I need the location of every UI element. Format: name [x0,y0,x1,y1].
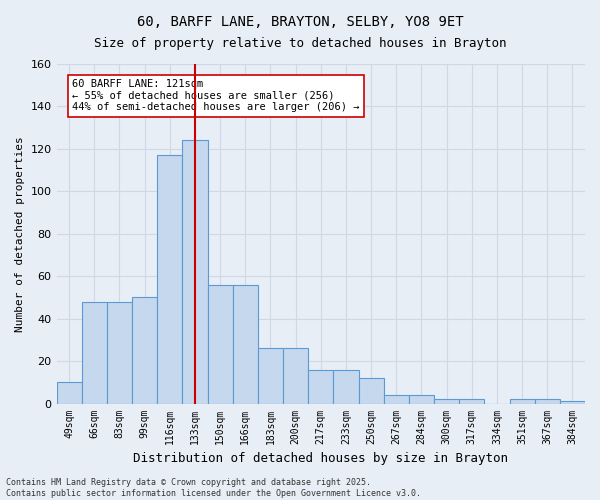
X-axis label: Distribution of detached houses by size in Brayton: Distribution of detached houses by size … [133,452,508,465]
Bar [233,284,258,404]
Bar [182,140,208,404]
Bar [208,284,233,404]
Bar [409,395,434,404]
Bar [308,370,334,404]
Bar [56,382,82,404]
Bar [535,400,560,404]
Bar [258,348,283,404]
Bar [383,395,409,404]
Bar [334,370,359,404]
Bar [560,402,585,404]
Text: Contains HM Land Registry data © Crown copyright and database right 2025.
Contai: Contains HM Land Registry data © Crown c… [6,478,421,498]
Y-axis label: Number of detached properties: Number of detached properties [15,136,25,332]
Bar [509,400,535,404]
Bar [434,400,459,404]
Bar [107,302,132,404]
Bar [157,156,182,404]
Text: 60 BARFF LANE: 121sqm
← 55% of detached houses are smaller (256)
44% of semi-det: 60 BARFF LANE: 121sqm ← 55% of detached … [73,80,360,112]
Bar [359,378,383,404]
Text: Size of property relative to detached houses in Brayton: Size of property relative to detached ho… [94,38,506,51]
Bar [283,348,308,404]
Text: 60, BARFF LANE, BRAYTON, SELBY, YO8 9ET: 60, BARFF LANE, BRAYTON, SELBY, YO8 9ET [137,15,463,29]
Bar [82,302,107,404]
Bar [459,400,484,404]
Bar [132,298,157,404]
